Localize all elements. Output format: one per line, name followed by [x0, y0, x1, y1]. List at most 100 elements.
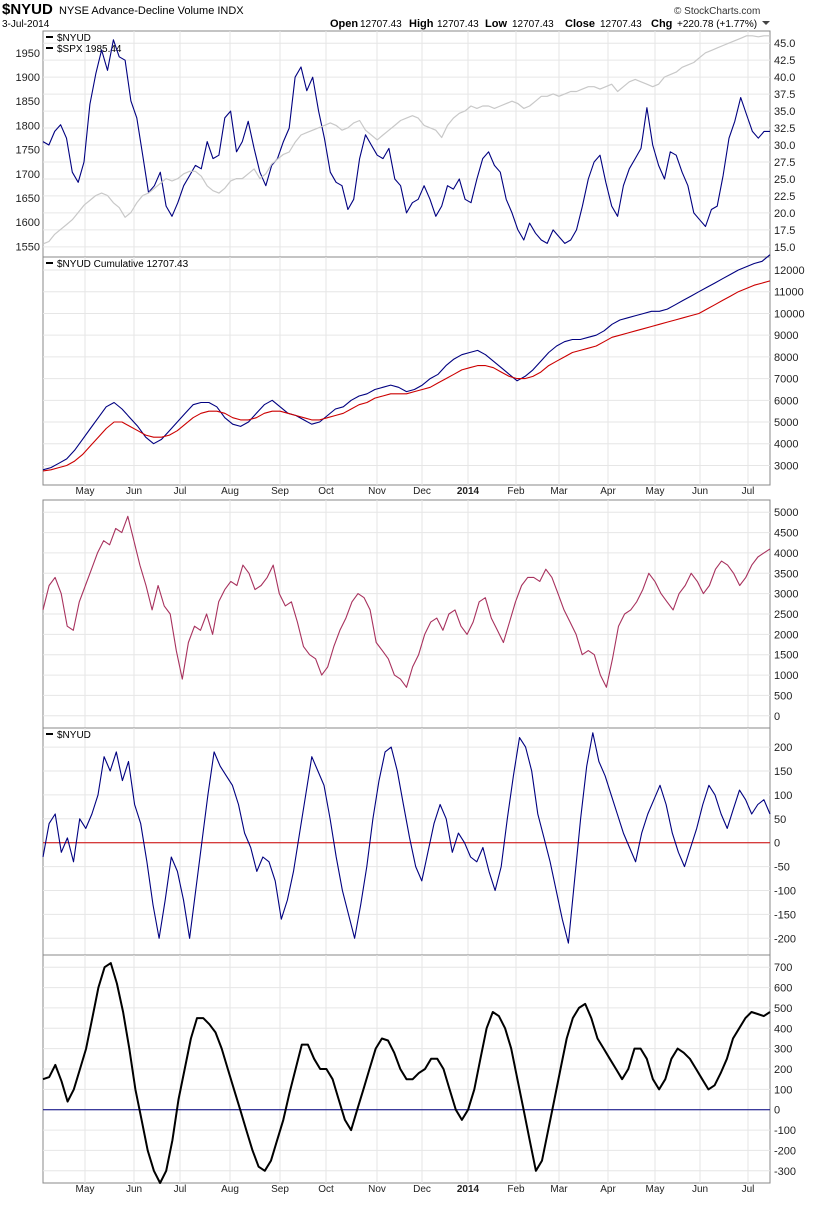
left-tick-label: 1850 [16, 96, 40, 108]
panel-osc3: -300 -200 -100 0 100 200 300 400 500 600 700 [42, 954, 796, 1184]
open-value: 12707.43 [360, 19, 402, 30]
x-tick-label: 2014 [457, 486, 480, 497]
right-tick-label: 17.5 [774, 225, 795, 237]
panel-osc1: 0 500 1000 1500 2000 2500 3000 3500 4000 4500 5000 [42, 499, 798, 729]
series-line-osc2-0 [42, 732, 771, 944]
right-tick-label: 45.0 [774, 38, 795, 50]
symbol-name: NYSE Advance-Decline Volume INDX [59, 5, 244, 17]
x-tick-label: May [646, 486, 665, 497]
right-tick-label: 1000 [774, 670, 798, 682]
right-tick-label: 30.0 [774, 140, 795, 152]
x-tick-label: Apr [600, 486, 616, 497]
close-value: 12707.43 [600, 19, 642, 30]
right-tick-label: 7000 [774, 374, 798, 386]
x-tick-label: Jun [692, 1184, 708, 1195]
x-tick-label: Sep [271, 1184, 289, 1195]
symbol: $NYUD [2, 1, 53, 18]
right-tick-label: 200 [774, 1064, 792, 1076]
left-tick-label: 1550 [16, 241, 40, 253]
x-tick-label: Jul [742, 1184, 755, 1195]
left-tick-label: 1950 [16, 48, 40, 60]
x-axis: May Jun Jul Aug Sep Oct Nov Dec 2014 Feb Mar Apr May… [76, 486, 755, 1195]
right-tick-label: 6000 [774, 395, 798, 407]
right-tick-label: 4000 [774, 548, 798, 560]
right-tick-label: 3000 [774, 460, 798, 472]
x-tick-label: Jun [692, 486, 708, 497]
right-tick-label: 20.0 [774, 208, 795, 220]
header: $NYUD NYSE Advance-Decline Volume INDX 3… [2, 1, 770, 30]
x-tick-label: Mar [550, 1184, 568, 1195]
x-tick-label: Jul [742, 486, 755, 497]
right-tick-label: 9000 [774, 330, 798, 342]
right-tick-label: 37.5 [774, 89, 795, 101]
chevron-down-icon[interactable] [762, 21, 770, 25]
right-tick-label: 2000 [774, 629, 798, 641]
right-tick-label: 27.5 [774, 157, 795, 169]
right-tick-label: 35.0 [774, 106, 795, 118]
right-tick-label: 32.5 [774, 123, 795, 135]
right-tick-label: 0 [774, 711, 780, 723]
x-tick-label: Aug [221, 486, 239, 497]
right-tick-label: 500 [774, 1003, 792, 1015]
right-tick-label: -300 [774, 1166, 796, 1178]
watermark: © StockCharts.com [674, 6, 760, 17]
right-tick-label: 0 [774, 838, 780, 850]
x-tick-label: Mar [550, 486, 568, 497]
panel-cumulative: 3000 4000 5000 6000 7000 8000 9000 10000 11000 12… [42, 256, 805, 486]
right-tick-label: 4500 [774, 528, 798, 540]
right-tick-label: 4000 [774, 439, 798, 451]
right-tick-label: 200 [774, 742, 792, 754]
right-tick-label: 15.0 [774, 242, 795, 254]
right-tick-label: 42.5 [774, 55, 795, 67]
right-tick-label: 25.0 [774, 174, 795, 186]
right-tick-label: 10000 [774, 308, 805, 320]
panel-frame [42, 256, 771, 486]
legend-label: $NYUD [57, 33, 91, 44]
left-tick-label: 1750 [16, 145, 40, 157]
right-tick-label: 50 [774, 814, 786, 826]
right-tick-label: 150 [774, 766, 792, 778]
panel-frame [42, 30, 771, 258]
left-tick-label: 1900 [16, 72, 40, 84]
right-tick-label: 500 [774, 690, 792, 702]
close-label: Close [565, 18, 595, 30]
right-tick-label: 400 [774, 1023, 792, 1035]
low-value: 12707.43 [512, 19, 554, 30]
legend-label: $NYUD [57, 730, 91, 741]
panel-frame [42, 727, 771, 956]
x-tick-label: May [76, 486, 95, 497]
right-tick-label: 3500 [774, 568, 798, 580]
x-tick-label: Sep [271, 486, 289, 497]
chg-label: Chg [651, 18, 672, 30]
legend-label: $NYUD Cumulative 12707.43 [57, 259, 189, 270]
series-line-osc1-0 [42, 515, 771, 688]
right-tick-label: 5000 [774, 507, 798, 519]
x-tick-label: May [646, 1184, 665, 1195]
date-label: 3-Jul-2014 [2, 19, 50, 30]
right-tick-label: -150 [774, 909, 796, 921]
right-tick-label: 11000 [774, 287, 804, 299]
x-tick-label: Apr [600, 1184, 616, 1195]
left-tick-label: 1800 [16, 120, 40, 132]
x-tick-label: May [76, 1184, 95, 1195]
x-tick-label: Aug [221, 1184, 239, 1195]
x-tick-label: Nov [368, 486, 386, 497]
right-tick-label: -200 [774, 1145, 796, 1157]
open-label: Open [330, 18, 358, 30]
left-tick-label: 1600 [16, 217, 40, 229]
right-tick-label: 3000 [774, 589, 798, 601]
high-label: High [409, 18, 434, 30]
right-tick-label: 5000 [774, 417, 798, 429]
right-tick-label: 0 [774, 1105, 780, 1117]
right-tick-label: 40.0 [774, 72, 795, 84]
x-tick-label: Jul [174, 1184, 187, 1195]
right-tick-label: 700 [774, 962, 792, 974]
low-label: Low [485, 18, 507, 30]
series-line-price-1 [42, 35, 770, 245]
x-tick-label: Jul [174, 486, 187, 497]
legend-label: $SPX 1985.44 [57, 44, 122, 55]
x-tick-label: Feb [507, 486, 525, 497]
high-value: 12707.43 [437, 19, 479, 30]
x-tick-label: Oct [318, 486, 334, 497]
